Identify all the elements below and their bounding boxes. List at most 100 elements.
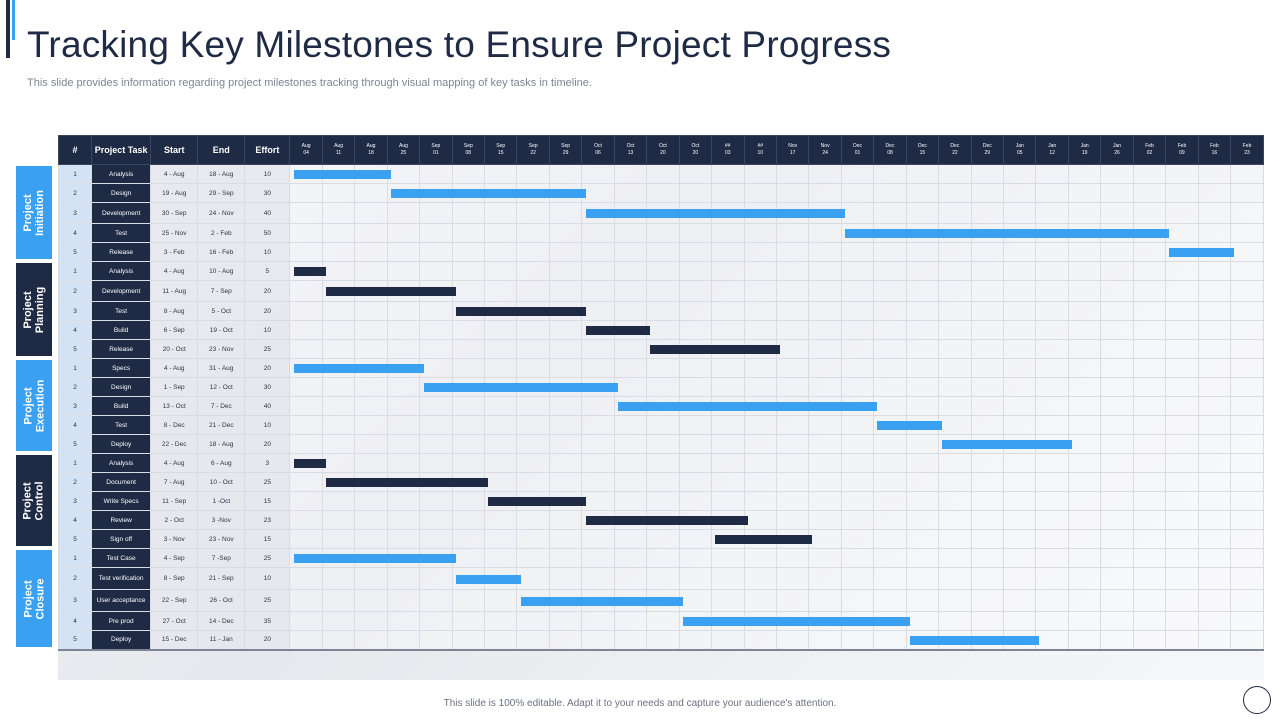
task-effort: 10 (244, 320, 291, 340)
week-header: Dec 22 (938, 135, 972, 165)
timeline-cell (321, 434, 356, 454)
timeline-cell (938, 415, 972, 435)
timeline-cell (516, 202, 550, 224)
timeline-cell (354, 630, 388, 651)
timeline-cell (840, 611, 875, 631)
timeline-cell (451, 630, 486, 651)
timeline-cell (1067, 280, 1102, 302)
timeline-cell (1165, 589, 1199, 612)
timeline-cell (419, 261, 453, 281)
timeline-cell (581, 453, 615, 473)
week-month: Dec (853, 143, 863, 149)
task-start: 13 - Oct (150, 396, 199, 416)
timeline-cell (970, 510, 1005, 530)
timeline-cell (646, 396, 680, 416)
timeline-cell (613, 242, 648, 262)
task-number: 1 (57, 261, 93, 281)
timeline-cell (1067, 377, 1102, 397)
timeline-cell (775, 630, 810, 651)
timeline-cell (289, 453, 323, 473)
timeline-cell (451, 320, 486, 340)
timeline-cell (548, 491, 583, 511)
timeline-cell (1003, 301, 1037, 321)
timeline-cell (938, 472, 972, 492)
task-effort: 20 (244, 434, 291, 454)
timeline-cell (484, 434, 518, 454)
timeline-cell (1067, 630, 1102, 651)
timeline-cell (808, 529, 842, 549)
timeline-cell (1165, 472, 1199, 492)
week-day: 12 (1049, 150, 1055, 156)
timeline-cell (321, 339, 356, 359)
timeline-cell (354, 242, 388, 262)
task-number: 5 (57, 339, 93, 359)
timeline-cell (678, 339, 713, 359)
timeline-cell (1067, 472, 1102, 492)
timeline-cell (419, 202, 453, 224)
timeline-cell (1100, 339, 1134, 359)
timeline-cell (1067, 434, 1102, 454)
task-effort: 10 (244, 164, 291, 184)
timeline-cell (905, 491, 940, 511)
timeline-cell (840, 261, 875, 281)
timeline-cell (1197, 261, 1232, 281)
timeline-cell (451, 529, 486, 549)
timeline-cell (743, 548, 777, 568)
timeline-cell (1230, 567, 1264, 590)
timeline-cell (386, 164, 421, 184)
timeline-cell (1197, 164, 1232, 184)
week-header: Aug 11 (321, 135, 356, 165)
timeline-cell (678, 261, 713, 281)
task-number: 2 (57, 280, 93, 302)
timeline-cell (678, 415, 713, 435)
timeline-cell (289, 261, 323, 281)
task-end: 14 - Dec (197, 611, 246, 631)
timeline-cell (516, 453, 550, 473)
timeline-cell (840, 510, 875, 530)
timeline-cell (905, 548, 940, 568)
timeline-cell (386, 611, 421, 631)
timeline-cell (581, 396, 615, 416)
timeline-cell (970, 589, 1005, 612)
timeline-cell (1067, 320, 1102, 340)
task-end: 23 - Nov (197, 529, 246, 549)
task-start: 20 - Oct (150, 339, 199, 359)
timeline-cell (1197, 472, 1232, 492)
timeline-cell (1230, 164, 1264, 184)
week-month: Sep (496, 143, 506, 149)
page-subtitle: This slide provides information regardin… (27, 77, 592, 89)
timeline-cell (1035, 183, 1069, 203)
timeline-cell (970, 529, 1005, 549)
timeline-cell (516, 242, 550, 262)
timeline-cell (646, 529, 680, 549)
timeline-cell (1197, 630, 1232, 651)
task-name: Specs (91, 358, 152, 378)
timeline-cell (1132, 280, 1167, 302)
week-month: Feb (1177, 143, 1187, 149)
timeline-cell (1035, 358, 1069, 378)
timeline-cell (743, 223, 777, 243)
timeline-cell (1165, 301, 1199, 321)
week-month: Dec (950, 143, 960, 149)
timeline-cell (808, 396, 842, 416)
timeline-cell (840, 453, 875, 473)
week-header: Dec 29 (970, 135, 1005, 165)
week-day: 15 (919, 150, 926, 156)
task-end: 2 - Feb (197, 223, 246, 243)
timeline-cell (1035, 242, 1069, 262)
timeline-cell (1035, 529, 1069, 549)
timeline-cell (938, 358, 972, 378)
timeline-cell (1003, 472, 1037, 492)
timeline-cell (808, 453, 842, 473)
week-day: 22 (530, 150, 536, 156)
timeline-cell (905, 242, 940, 262)
footer-note: This slide is 100% editable. Adapt it to… (443, 698, 837, 709)
timeline-cell (548, 396, 583, 416)
week-month: Sep (528, 143, 538, 149)
timeline-cell (516, 510, 550, 530)
timeline-cell (451, 453, 486, 473)
timeline-cell (613, 320, 648, 340)
timeline-cell (613, 529, 648, 549)
timeline-cell (970, 453, 1005, 473)
timeline-cell (419, 339, 453, 359)
